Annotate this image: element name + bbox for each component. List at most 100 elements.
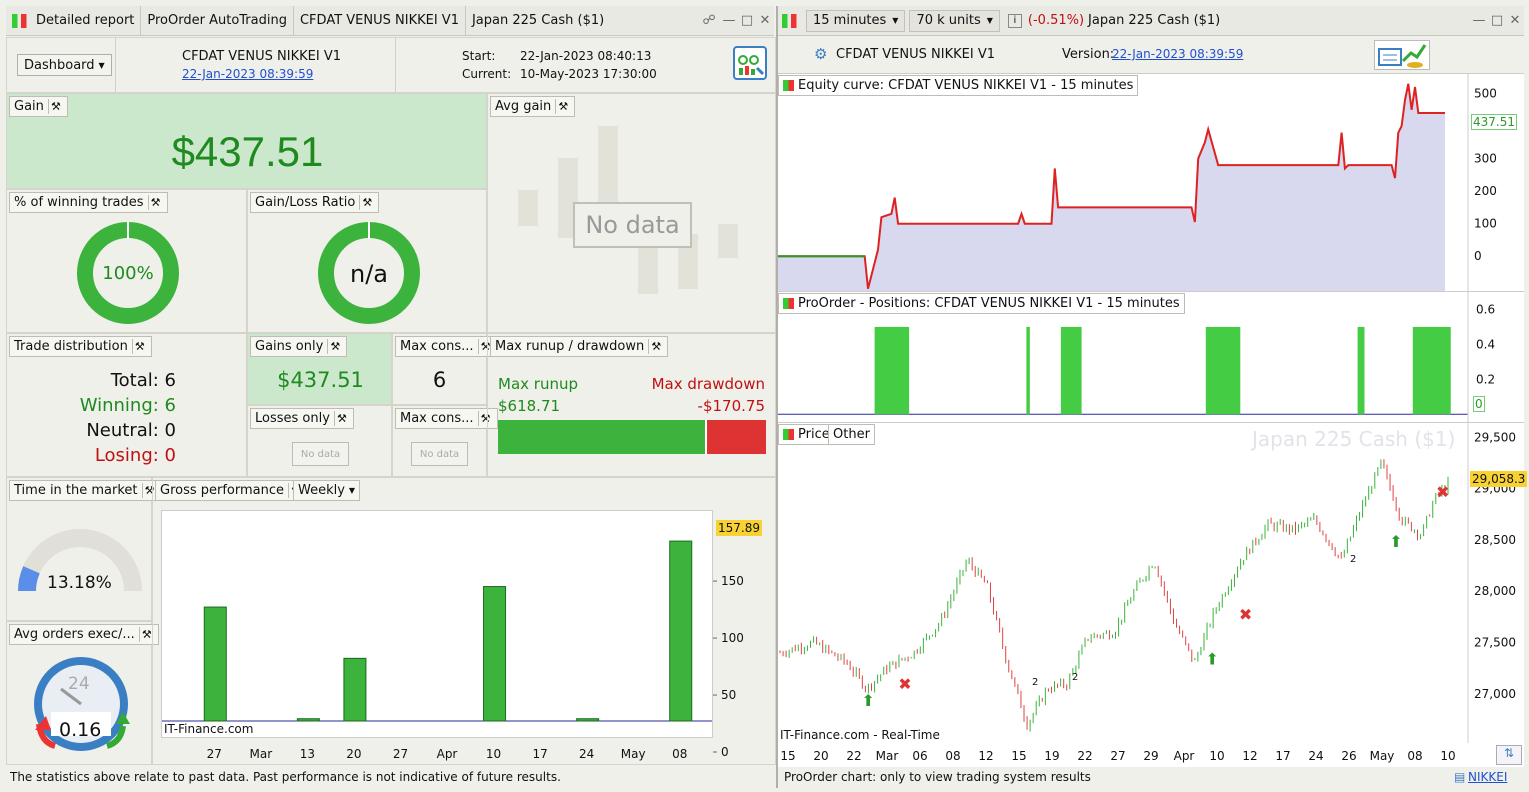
right-header: ⚙ CFDAT VENUS NIKKEI V1 Version: 22-Jan-… bbox=[778, 37, 1524, 73]
equity-label[interactable]: Equity curve: CFDAT VENUS NIKKEI V1 - 15… bbox=[778, 75, 1139, 96]
gross-last-value-label: 157.89 bbox=[716, 520, 762, 536]
maximize-icon[interactable]: □ bbox=[1490, 13, 1504, 28]
x-tick-label: 17 bbox=[532, 747, 547, 761]
system-name: CFDAT VENUS NIKKEI V1 bbox=[182, 49, 341, 64]
gl-ratio-donut bbox=[318, 221, 420, 324]
tab-autotrading[interactable]: ProOrder AutoTrading bbox=[141, 5, 294, 36]
losses-only-label[interactable]: Losses only ⚒ bbox=[250, 408, 354, 429]
minimize-icon[interactable]: — bbox=[1472, 13, 1486, 28]
interval-dropdown[interactable]: 15 minutes ▼ bbox=[806, 9, 906, 32]
x-tick-label: 27 bbox=[1110, 749, 1125, 763]
avg-gain-label[interactable]: Avg gain ⚒ bbox=[490, 96, 576, 117]
wrench-icon[interactable]: ⚒ bbox=[477, 411, 493, 426]
x-tick-label: 06 bbox=[912, 749, 927, 763]
price-watermark: Japan 225 Cash ($1) bbox=[1252, 427, 1456, 451]
units-dropdown[interactable]: 70 k units ▼ bbox=[909, 9, 1000, 32]
trade-neutral: Neutral: 0 bbox=[86, 420, 176, 441]
runup-panel: Max runup / drawdown ⚒ Max runup $618.71 … bbox=[487, 333, 776, 477]
info-icon[interactable]: i bbox=[1007, 13, 1022, 28]
gross-watermark: IT-Finance.com bbox=[164, 722, 254, 736]
share-icon[interactable]: ☍ bbox=[702, 13, 716, 28]
chart-legend-icon bbox=[783, 80, 794, 91]
gain-label[interactable]: Gain ⚒ bbox=[9, 96, 68, 117]
bar bbox=[296, 718, 320, 722]
dashboard-settings-icon[interactable] bbox=[733, 46, 767, 80]
gains-only-label[interactable]: Gains only ⚒ bbox=[250, 336, 348, 357]
wrench-icon[interactable]: ⚒ bbox=[359, 195, 374, 210]
wrench-icon[interactable]: ⚒ bbox=[47, 99, 63, 114]
price-source: IT-Finance.com - Real-Time bbox=[780, 728, 940, 742]
gl-ratio-label-text: Gain/Loss Ratio bbox=[255, 195, 356, 210]
chevron-down-icon: ▼ bbox=[986, 16, 993, 25]
price-tab-label: Price bbox=[798, 427, 830, 442]
gl-ratio-label[interactable]: Gain/Loss Ratio ⚒ bbox=[250, 192, 380, 213]
tab-system[interactable]: CFDAT VENUS NIKKEI V1 bbox=[294, 5, 466, 36]
avg-gain-panel: Avg gain ⚒ No data bbox=[487, 93, 776, 333]
wrench-icon[interactable]: ⚒ bbox=[555, 99, 570, 114]
gross-perf-panel: Gross performance⚒ Weekly▼ 0 50 100 150 27 Ma… bbox=[152, 477, 776, 765]
buy-arrow-icon: ⬆ bbox=[1206, 650, 1219, 669]
avg-orders-clock-label: 24 bbox=[68, 674, 90, 694]
close-icon[interactable]: ✕ bbox=[1509, 13, 1521, 28]
wrench-icon[interactable]: ⚒ bbox=[327, 339, 342, 354]
time-market-label[interactable]: Time in the market ⚒ bbox=[9, 480, 162, 501]
x-tick-label: 08 bbox=[1407, 749, 1422, 763]
x-tick-label: 10 bbox=[486, 747, 501, 761]
gain-value: $437.51 bbox=[171, 128, 324, 175]
y-tick-label: 300 bbox=[1474, 152, 1497, 166]
avg-orders-label[interactable]: Avg orders exec/... ⚒ bbox=[9, 624, 159, 645]
left-title-bar: Detailed report ProOrder AutoTrading CFD… bbox=[6, 5, 774, 36]
x-tick-label: May bbox=[1370, 749, 1395, 763]
avg-orders-value: 0.16 bbox=[59, 719, 102, 741]
x-tick-label: 10 bbox=[1440, 749, 1455, 763]
report-tab[interactable]: Detailed report bbox=[6, 5, 142, 36]
x-tick-label: Apr bbox=[1174, 749, 1195, 763]
other-tab[interactable]: Other bbox=[828, 424, 875, 445]
wrench-icon[interactable]: ⚒ bbox=[333, 411, 349, 426]
wrench-icon[interactable]: ⚒ bbox=[477, 339, 493, 354]
win-pct-label[interactable]: % of winning trades ⚒ bbox=[9, 192, 168, 213]
equity-line bbox=[778, 83, 1445, 289]
max-cons-losses-label[interactable]: Max cons... ⚒ bbox=[395, 408, 498, 429]
wrench-icon[interactable]: ⚒ bbox=[141, 483, 157, 498]
positions-label[interactable]: ProOrder - Positions: CFDAT VENUS NIKKEI… bbox=[778, 293, 1185, 314]
close-icon[interactable]: ✕ bbox=[759, 13, 771, 28]
tab-instrument[interactable]: Japan 225 Cash ($1) bbox=[471, 13, 605, 28]
version-link[interactable]: 22-Jan-2023 08:39:59 bbox=[1112, 47, 1244, 61]
runup-label[interactable]: Max runup / drawdown ⚒ bbox=[490, 336, 669, 357]
trade-dist-label-text: Trade distribution bbox=[14, 339, 128, 354]
wrench-icon[interactable]: ⚒ bbox=[648, 339, 663, 354]
gains-only-label-text: Gains only bbox=[255, 339, 324, 354]
system-date-link[interactable]: 22-Jan-2023 08:39:59 bbox=[182, 67, 314, 81]
position-bar bbox=[1412, 326, 1451, 415]
nikkei-link[interactable]: NIKKEI bbox=[1468, 770, 1508, 784]
losses-only-nodata: No data bbox=[292, 442, 349, 466]
x-tick-label: 27 bbox=[393, 747, 408, 761]
maximize-icon[interactable]: □ bbox=[740, 13, 754, 28]
right-system-name: CFDAT VENUS NIKKEI V1 bbox=[836, 47, 995, 62]
x-tick-label: 26 bbox=[1341, 749, 1356, 763]
report-toggle-icon[interactable] bbox=[1374, 40, 1430, 70]
max-cons-wins-label[interactable]: Max cons... ⚒ bbox=[395, 336, 498, 357]
price-tab[interactable]: Price bbox=[778, 424, 835, 445]
avg-orders-label-text: Avg orders exec/... bbox=[14, 627, 135, 642]
x-tick-label: 27 bbox=[207, 747, 222, 761]
annotation-label: 2 bbox=[1072, 672, 1079, 683]
y-tick-label: 0.4 bbox=[1476, 337, 1495, 351]
x-tick-label: 24 bbox=[579, 747, 594, 761]
wrench-icon[interactable]: ⚒ bbox=[131, 339, 147, 354]
trade-dist-label[interactable]: Trade distribution ⚒ bbox=[9, 336, 152, 357]
scroll-button[interactable]: ⇅ bbox=[1496, 745, 1522, 765]
dashboard-dropdown[interactable]: Dashboard ▼ bbox=[17, 54, 112, 76]
period-dropdown-label: Weekly bbox=[298, 483, 345, 498]
gross-perf-label[interactable]: Gross performance⚒ bbox=[155, 480, 309, 501]
right-footer-text: ProOrder chart: only to view trading sys… bbox=[784, 770, 1091, 784]
period-dropdown[interactable]: Weekly ▼ bbox=[293, 480, 361, 501]
wrench-icon[interactable]: ⚒ bbox=[138, 627, 154, 642]
wrench-icon[interactable]: ⚒ bbox=[147, 195, 163, 210]
chevron-down-icon: ▼ bbox=[348, 486, 356, 495]
minimize-icon[interactable]: — bbox=[722, 13, 736, 28]
y-tick-label: 150 bbox=[721, 574, 744, 588]
annotation-label: 2 bbox=[1350, 554, 1357, 565]
